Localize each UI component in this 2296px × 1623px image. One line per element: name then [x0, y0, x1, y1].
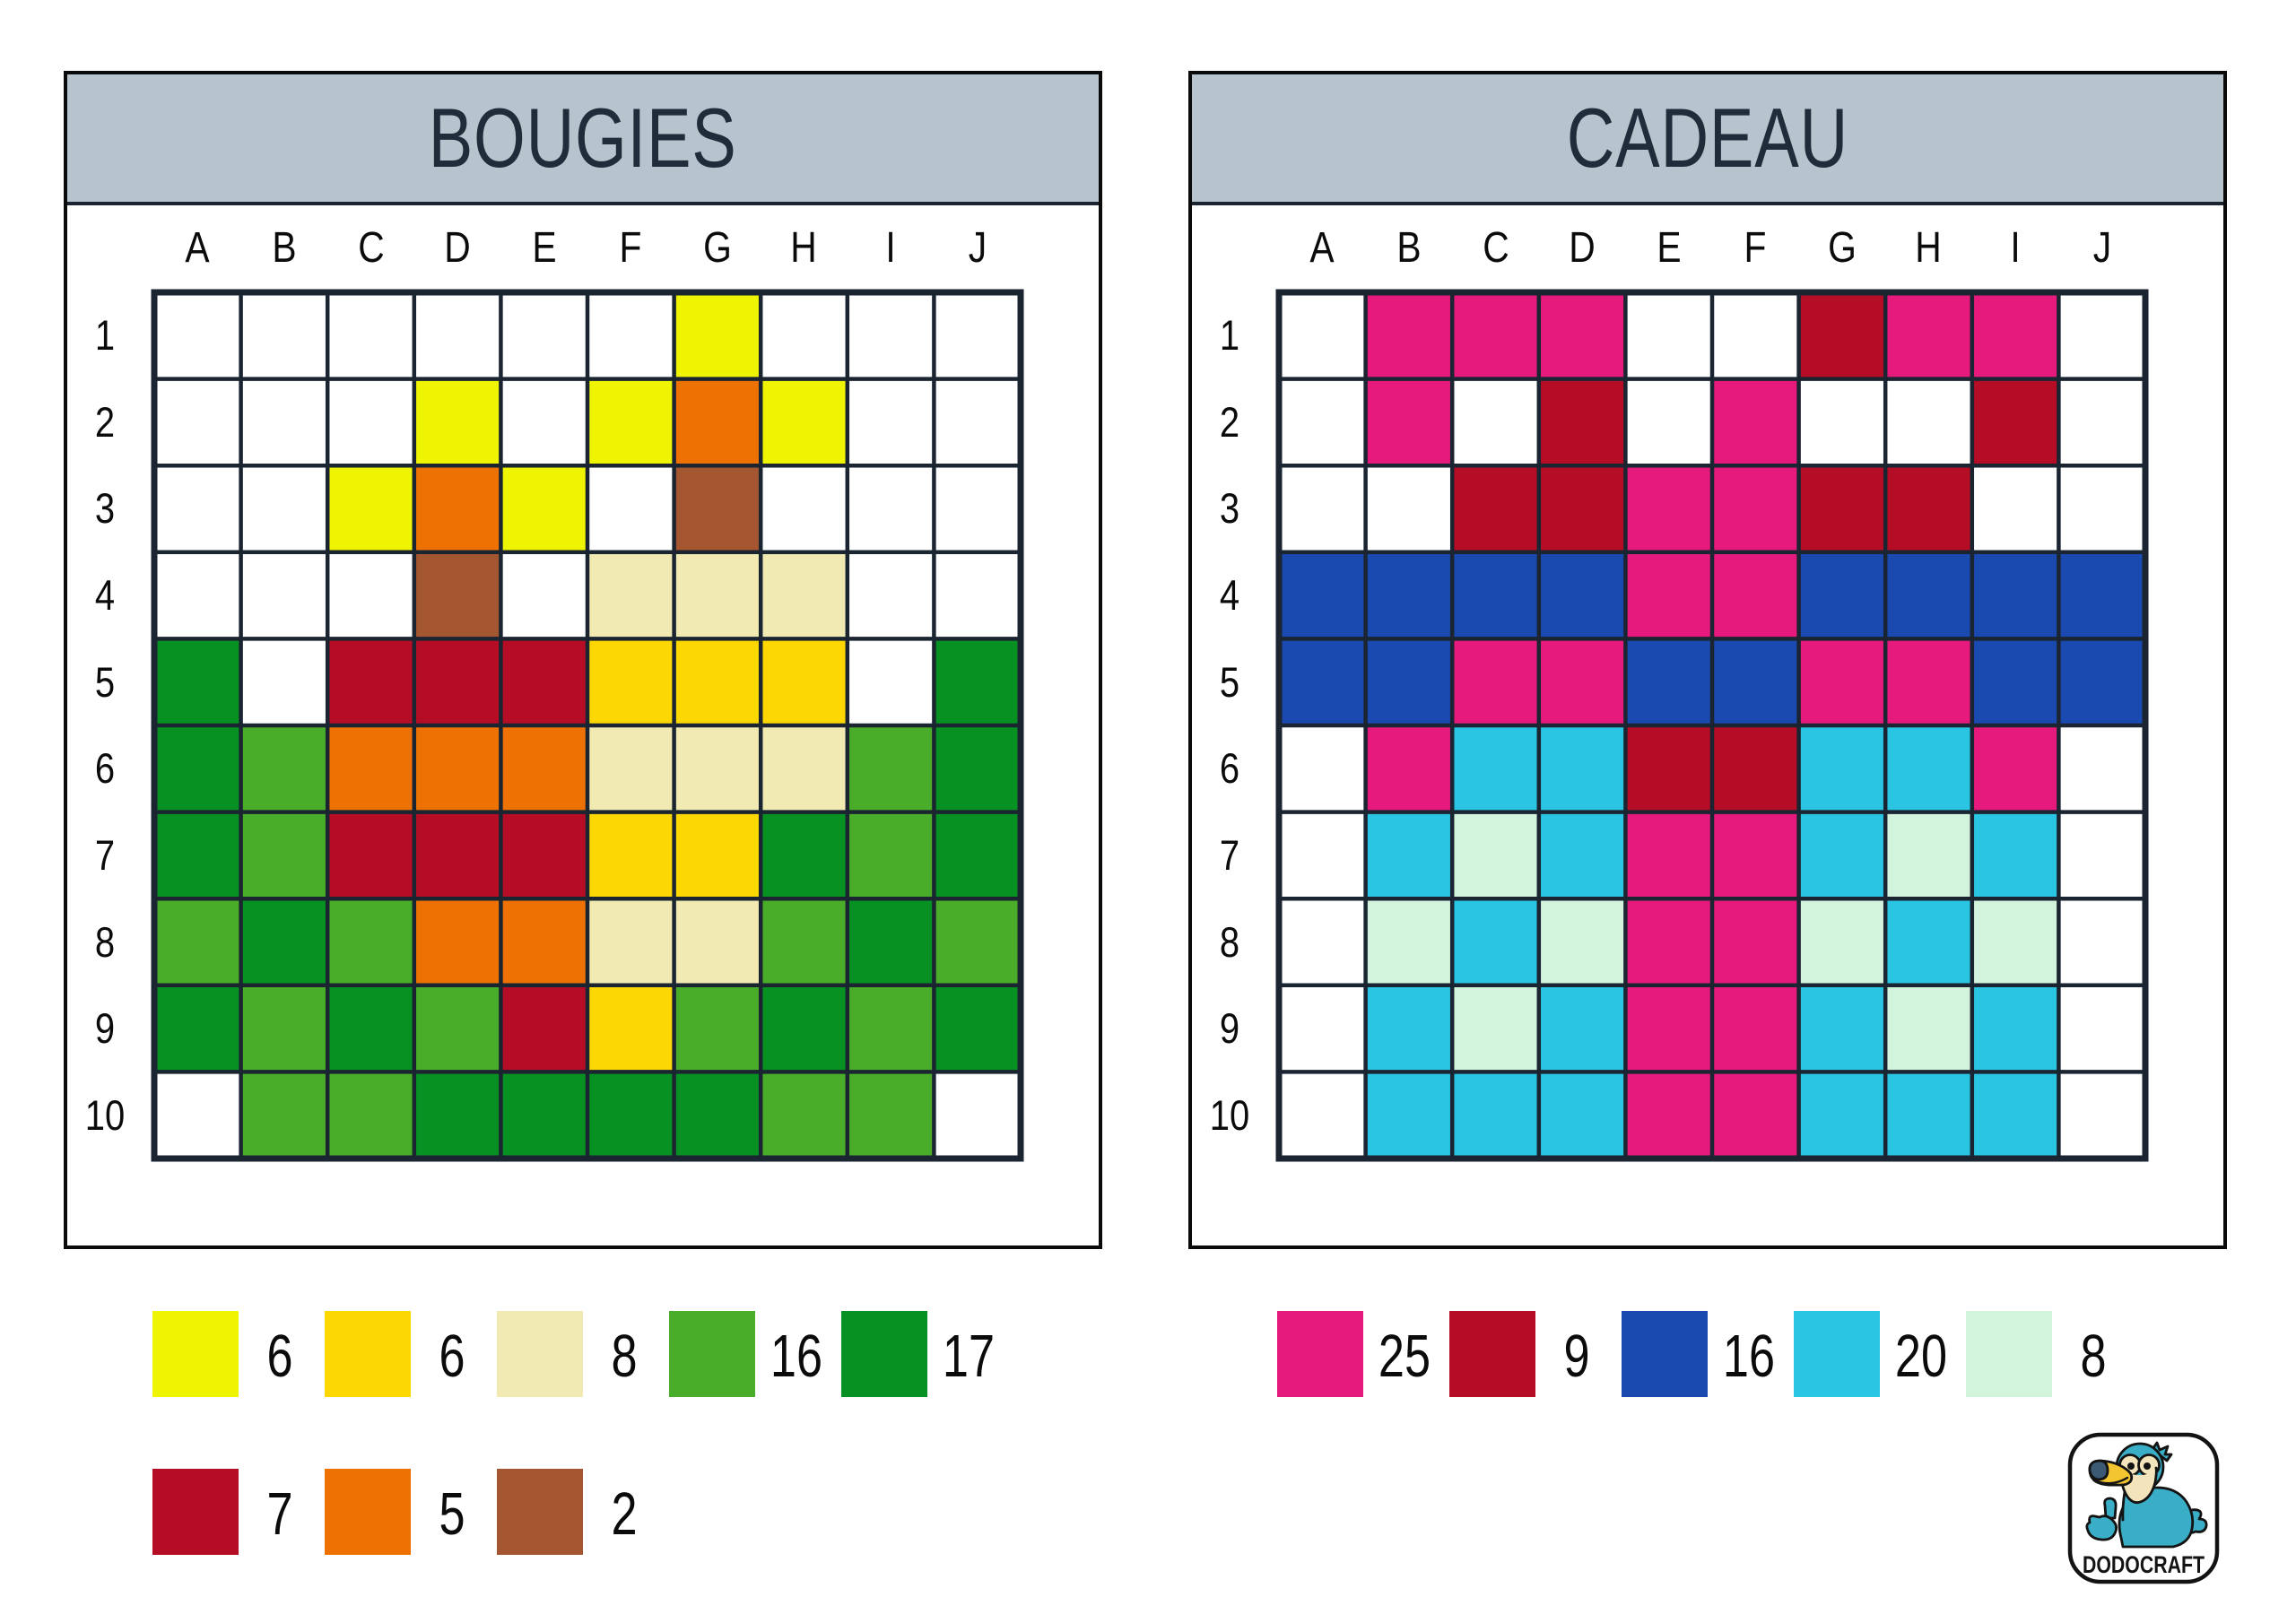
svg-text:DODOCRAFT: DODOCRAFT [2083, 1551, 2205, 1578]
